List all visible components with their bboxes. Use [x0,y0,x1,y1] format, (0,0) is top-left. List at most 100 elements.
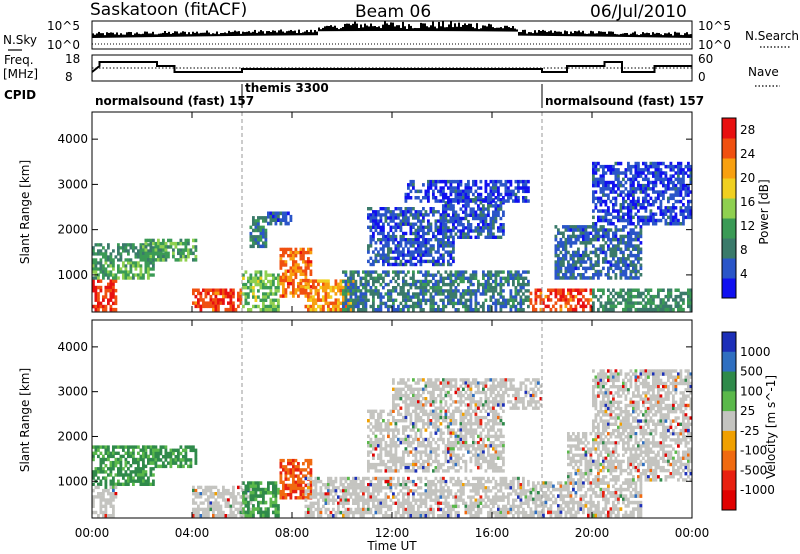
heatmap-cell [309,279,313,283]
heatmap-cell [127,270,130,274]
heatmap-cell [109,479,113,483]
heatmap-cell [384,273,388,277]
heatmap-cell [94,258,98,262]
heatmap-cell [647,222,650,226]
heatmap-cell [597,307,600,312]
heatmap-cell [634,247,638,251]
heatmap-cell [234,498,238,502]
heatmap-cell [687,203,690,207]
heatmap-cell [127,479,130,483]
heatmap-cell [619,276,623,280]
heatmap-cell [512,192,515,197]
heatmap-cell [97,445,100,449]
heatmap-cell [609,212,613,216]
heatmap-cell [619,269,623,274]
heatmap-cell [249,225,253,230]
heatmap-cell [387,216,390,220]
heatmap-cell [237,298,240,302]
heatmap-cell [112,273,115,277]
heatmap-cell [324,495,328,499]
heatmap-cell [107,264,110,268]
heatmap-cell [362,292,365,296]
heatmap-cell [379,213,383,217]
heatmap-cell [689,291,693,296]
heatmap-cell [662,209,665,213]
noise-sample [424,23,426,32]
heatmap-cell [244,292,248,296]
heatmap-cell [279,211,283,216]
heatmap-cell [632,206,635,210]
heatmap-cell [577,266,580,271]
heatmap-cell [594,225,598,229]
heatmap-cell [377,213,380,217]
heatmap-cell [134,252,138,256]
heatmap-cell [652,183,655,188]
heatmap-cell [612,253,615,258]
heatmap-cell [244,286,248,290]
heatmap-cell [159,251,163,256]
heatmap-cell [427,222,430,226]
heatmap-cell [144,238,148,243]
heatmap-cell [292,254,295,258]
heatmap-cell [522,282,525,287]
heatmap-cell [369,228,373,233]
heatmap-cell [417,228,420,233]
heatmap-cell [307,263,310,267]
heatmap-cell [229,492,233,496]
heatmap-cell [487,282,490,287]
heatmap-cell [309,471,313,475]
heatmap-cell [404,279,408,284]
heatmap-cell [394,228,398,233]
heatmap-cell [377,279,380,284]
heatmap-cell [614,199,618,204]
heatmap-cell [374,270,378,274]
heatmap-cell [449,286,453,290]
noise-sample [106,32,108,38]
heatmap-cell [344,489,348,493]
heatmap-cell [339,498,343,502]
heatmap-cell [169,238,173,243]
heatmap-cell [272,298,275,302]
heatmap-cell [252,481,255,485]
heatmap-cell [377,231,380,236]
heatmap-cell [199,298,203,302]
heatmap-cell [619,218,623,223]
heatmap-cell [422,273,425,277]
noise-sample [262,31,264,36]
heatmap-cell [254,484,258,489]
noise-sample [686,32,688,38]
heatmap-cell [607,247,610,251]
heatmap-cell [522,301,525,306]
heatmap-cell [499,301,503,306]
heatmap-cell [654,183,658,188]
heatmap-cell [387,295,390,299]
heatmap-cell [252,222,255,226]
heatmap-cell [489,219,493,224]
heatmap-cell [179,241,183,246]
heatmap-cell [452,216,455,221]
noise-sample [402,21,404,32]
noise-sample [536,32,538,36]
heatmap-cell [574,263,578,267]
heatmap-cell [679,180,683,185]
heatmap-cell [514,304,518,309]
heatmap-cell [249,282,253,287]
heatmap-cell [424,210,428,214]
heatmap-cell [434,301,438,306]
heatmap-cell [404,292,408,296]
heatmap-cell [539,301,543,305]
heatmap-cell [599,247,603,251]
heatmap-cell [594,260,598,264]
heatmap-cell [394,308,398,312]
heatmap-cell [254,228,258,233]
heatmap-cell [112,285,115,290]
heatmap-cell [637,168,640,172]
heatmap-cell [107,488,110,493]
heatmap-cell [582,225,585,229]
nave-label: Nave [748,65,779,79]
heatmap-cell [629,187,633,191]
heatmap-cell [182,464,185,469]
heatmap-cell [687,168,690,172]
heatmap-cell [527,189,530,194]
heatmap-cell [479,201,483,205]
